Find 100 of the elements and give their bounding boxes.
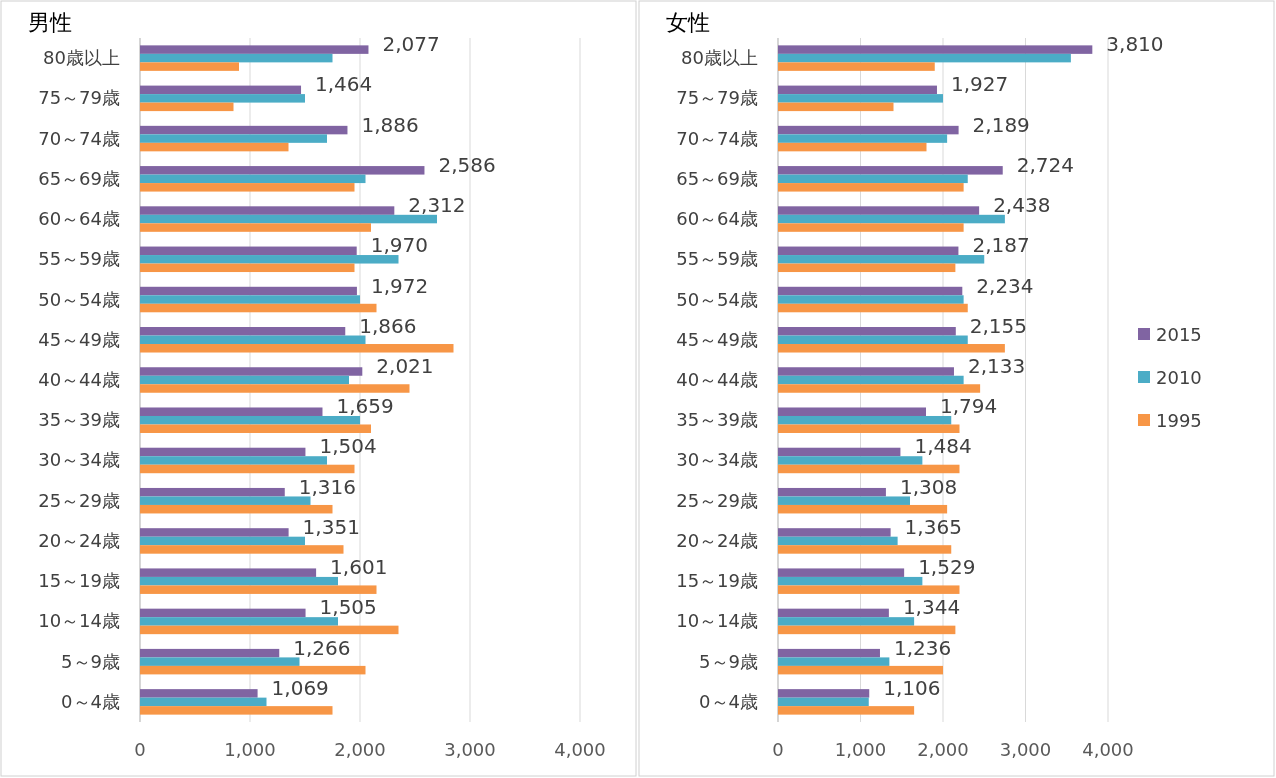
bar bbox=[778, 528, 891, 537]
y-tick-label: 0～4歳 bbox=[61, 690, 120, 712]
bar bbox=[140, 528, 289, 537]
y-tick-label: 5～9歳 bbox=[61, 650, 120, 672]
legend-label: 2015 bbox=[1156, 324, 1202, 345]
bar bbox=[140, 53, 333, 63]
data-label: 1,866 bbox=[359, 313, 417, 338]
legend-item: 1995 bbox=[1138, 410, 1202, 431]
data-label: 1,601 bbox=[330, 555, 388, 580]
bar bbox=[140, 697, 267, 707]
bar bbox=[778, 214, 1005, 224]
y-tick-label: 0～4歳 bbox=[699, 690, 758, 712]
bar bbox=[778, 303, 968, 313]
data-label: 1,505 bbox=[319, 595, 377, 620]
data-label: 2,724 bbox=[1016, 152, 1074, 177]
bar bbox=[778, 648, 880, 658]
y-tick-label: 80歳以上 bbox=[681, 47, 758, 69]
bar bbox=[140, 134, 327, 143]
data-label: 1,794 bbox=[940, 394, 998, 419]
data-label: 3,810 bbox=[1106, 32, 1164, 57]
bar bbox=[140, 174, 366, 184]
data-label: 1,970 bbox=[370, 233, 428, 258]
legend-label: 1995 bbox=[1156, 410, 1202, 431]
x-tick-label: 3,000 bbox=[444, 739, 496, 760]
bar bbox=[778, 166, 1003, 175]
legend-item: 2010 bbox=[1138, 367, 1202, 388]
data-label: 2,155 bbox=[969, 313, 1028, 338]
bar bbox=[778, 286, 963, 296]
data-label: 1,069 bbox=[271, 675, 329, 700]
data-label: 1,316 bbox=[298, 474, 357, 499]
bar bbox=[778, 295, 964, 304]
bar bbox=[140, 617, 338, 626]
y-tick-label: 20～24歳 bbox=[38, 529, 120, 551]
bar bbox=[140, 327, 346, 336]
bar bbox=[778, 625, 956, 635]
data-label: 2,312 bbox=[408, 193, 466, 218]
bar bbox=[778, 183, 964, 192]
data-label: 1,365 bbox=[904, 514, 962, 539]
data-label: 2,189 bbox=[972, 112, 1030, 137]
data-label: 1,344 bbox=[902, 595, 961, 620]
bar bbox=[778, 568, 905, 577]
bar bbox=[140, 62, 239, 71]
x-tick-label: 2,000 bbox=[917, 739, 969, 760]
bar bbox=[778, 255, 985, 264]
bar bbox=[778, 697, 869, 707]
bar bbox=[778, 487, 886, 497]
bar bbox=[140, 246, 357, 256]
bar bbox=[778, 545, 952, 554]
data-label: 1,351 bbox=[302, 514, 360, 539]
bar bbox=[778, 344, 1005, 353]
bar bbox=[140, 142, 289, 152]
y-tick-label: 75～79歳 bbox=[38, 87, 120, 109]
bar bbox=[778, 94, 943, 103]
bar bbox=[140, 85, 302, 95]
y-tick-label: 60～64歳 bbox=[676, 208, 758, 230]
bar bbox=[140, 303, 377, 313]
data-label: 2,077 bbox=[382, 32, 440, 57]
bar bbox=[778, 125, 959, 135]
bar bbox=[140, 214, 437, 224]
data-label: 2,586 bbox=[438, 152, 496, 177]
bar bbox=[140, 206, 395, 215]
y-tick-label: 35～39歳 bbox=[38, 409, 120, 431]
data-label: 1,659 bbox=[336, 394, 394, 419]
bar bbox=[140, 585, 377, 594]
bar bbox=[140, 706, 333, 715]
legend-item: 2015 bbox=[1138, 324, 1202, 345]
bar bbox=[140, 536, 305, 546]
y-tick-label: 50～54歳 bbox=[676, 288, 758, 310]
bar bbox=[140, 102, 234, 112]
data-label: 2,187 bbox=[972, 233, 1030, 258]
bar bbox=[140, 263, 355, 273]
bar bbox=[778, 456, 923, 465]
y-tick-label: 25～29歳 bbox=[38, 489, 120, 511]
bar bbox=[140, 657, 300, 666]
y-tick-label: 80歳以上 bbox=[43, 47, 120, 69]
bar bbox=[140, 456, 327, 465]
bar bbox=[140, 125, 348, 135]
bar bbox=[140, 568, 317, 577]
x-tick-label: 0 bbox=[134, 739, 146, 760]
y-tick-label: 75～79歳 bbox=[676, 87, 758, 109]
x-tick-label: 4,000 bbox=[1082, 739, 1134, 760]
bar bbox=[778, 102, 894, 112]
y-tick-label: 15～19歳 bbox=[38, 570, 120, 592]
bar bbox=[140, 344, 454, 353]
bar bbox=[778, 617, 915, 626]
bar bbox=[140, 335, 366, 345]
bar bbox=[778, 464, 960, 474]
data-label: 1,464 bbox=[315, 72, 373, 97]
y-tick-label: 40～44歳 bbox=[38, 369, 120, 390]
bar bbox=[778, 689, 870, 698]
bar bbox=[140, 367, 363, 376]
bar bbox=[140, 183, 355, 192]
bar bbox=[778, 327, 956, 336]
bar bbox=[140, 415, 360, 425]
bar bbox=[140, 608, 306, 618]
y-tick-label: 65～69歳 bbox=[38, 167, 120, 189]
y-tick-label: 45～49歳 bbox=[38, 328, 120, 350]
chart-title: 男性 bbox=[28, 10, 72, 35]
data-label: 2,438 bbox=[993, 193, 1051, 218]
y-tick-label: 65～69歳 bbox=[676, 167, 758, 189]
